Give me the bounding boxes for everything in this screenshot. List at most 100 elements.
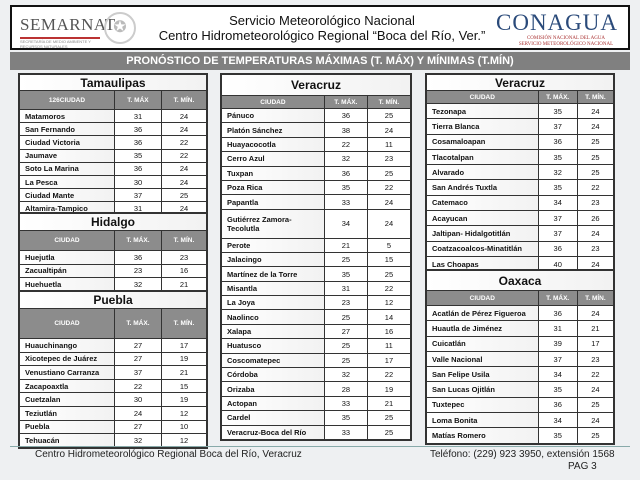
temp-min: 22 bbox=[366, 180, 410, 195]
temp-max: 32 bbox=[323, 368, 367, 382]
temp-min: 22 bbox=[366, 368, 410, 382]
temp-max: 36 bbox=[114, 136, 161, 149]
city-name: Actopan bbox=[222, 396, 324, 411]
temp-min: 25 bbox=[366, 411, 410, 425]
forecast-table-veracruz: Veracruz CIUDAD T. MÁX. T. MÍN. Tezonapa 35 24… bbox=[425, 73, 615, 274]
temp-max: 38 bbox=[323, 123, 367, 137]
table-row: Cosamaloapan 36 25 bbox=[427, 133, 613, 149]
temp-min: 25 bbox=[366, 425, 410, 439]
table-row: Acayucan 37 26 bbox=[427, 210, 613, 226]
column-header: T. MÍN. bbox=[576, 291, 613, 305]
temp-min: 24 bbox=[576, 306, 613, 321]
table-row: Naolinco 25 14 bbox=[222, 309, 410, 324]
table-row: Zacualtipán 23 16 bbox=[20, 263, 206, 277]
column-header: T. MÍN. bbox=[160, 309, 206, 338]
temp-min: 16 bbox=[160, 264, 206, 277]
table-row: San Lucas Ojitlán 35 24 bbox=[427, 381, 613, 397]
city-name: Martínez de la Torre bbox=[222, 267, 324, 281]
table-row: Coscomatepec 25 17 bbox=[222, 352, 410, 368]
temp-min: 24 bbox=[160, 175, 206, 189]
temp-max: 25 bbox=[323, 310, 367, 324]
temp-max: 32 bbox=[537, 165, 577, 180]
city-name: Tierra Blanca bbox=[427, 119, 538, 134]
city-name: La Pesca bbox=[20, 175, 115, 189]
table-row: Gutiérrez Zamora-Tecolutla 34 24 bbox=[222, 208, 410, 238]
city-name: Huautla de Jiménez bbox=[427, 321, 538, 336]
temp-min: 25 bbox=[366, 267, 410, 281]
city-name: La Joya bbox=[222, 296, 324, 310]
table-title: Tamaulipas bbox=[20, 75, 206, 90]
table-row: Xicotepec de Juárez 27 19 bbox=[20, 351, 206, 366]
temp-min: 25 bbox=[576, 428, 613, 443]
table-row: Actopan 33 21 bbox=[222, 395, 410, 411]
column-header: CIUDAD bbox=[20, 309, 114, 338]
temp-min: 23 bbox=[576, 241, 613, 256]
table-row: Zacapoaxtla 22 15 bbox=[20, 378, 206, 393]
temp-max: 37 bbox=[537, 211, 577, 226]
city-name: Orizaba bbox=[222, 382, 324, 396]
forecast-table-tamaulipas: Tamaulipas 126CIUDAD T. MÁX T. MÍN. Matamoro… bbox=[18, 73, 208, 217]
temp-min: 23 bbox=[576, 195, 613, 211]
temp-min: 22 bbox=[160, 149, 206, 162]
conagua-logo: CONAGUA bbox=[496, 10, 618, 35]
temp-min: 24 bbox=[160, 202, 206, 215]
table-row: Altamira-Tampico 31 24 bbox=[20, 201, 206, 215]
city-name: Cuicatlán bbox=[427, 336, 538, 351]
city-name: San Fernando bbox=[20, 123, 115, 136]
temp-max: 35 bbox=[537, 104, 577, 119]
forecast-table-veracruz: Veracruz CIUDAD T. MÁX. T. MÍN. Pánuco 36 25 Pl… bbox=[220, 73, 412, 441]
city-name: Zacualtipán bbox=[20, 264, 115, 277]
temp-max: 37 bbox=[537, 351, 577, 367]
page-header: SEMARNAT SECRETARÍA DE MEDIO AMBIENTE Y … bbox=[10, 5, 630, 50]
city-name: Ciudad Mante bbox=[20, 189, 115, 202]
temp-min: 11 bbox=[366, 339, 410, 353]
temp-max: 27 bbox=[114, 352, 161, 366]
city-name: Valle Nacional bbox=[427, 351, 538, 367]
city-name: Catemaco bbox=[427, 195, 538, 211]
temp-min: 17 bbox=[366, 353, 410, 368]
table-row: San Fernando 36 24 bbox=[20, 122, 206, 136]
temp-max: 35 bbox=[537, 149, 577, 165]
temp-max: 36 bbox=[114, 162, 161, 175]
table-row: Matías Romero 35 25 bbox=[427, 427, 613, 443]
table-row: Poza Rica 35 22 bbox=[222, 179, 410, 195]
temp-max: 37 bbox=[537, 226, 577, 241]
temp-min: 19 bbox=[160, 352, 206, 366]
forecast-table-puebla: Puebla CIUDAD T. MÁX. T. MÍN. Huauchinango 27… bbox=[18, 290, 208, 449]
city-name: Ciudad Victoria bbox=[20, 136, 115, 149]
table-row: Ciudad Mante 37 25 bbox=[20, 188, 206, 202]
table-row: Puebla 27 10 bbox=[20, 419, 206, 434]
table-title: Oaxaca bbox=[427, 271, 613, 290]
temp-min: 24 bbox=[366, 123, 410, 137]
column-header: CIUDAD bbox=[427, 291, 538, 305]
table-title: Hidalgo bbox=[20, 214, 206, 230]
temp-min: 26 bbox=[576, 211, 613, 226]
conagua-sub1: COMISIÓN NACIONAL DEL AGUA bbox=[526, 36, 606, 41]
temp-min: 5 bbox=[366, 238, 410, 252]
temp-max: 32 bbox=[114, 278, 161, 291]
city-name: Huayacocotla bbox=[222, 137, 324, 152]
forecast-table-oaxaca: Oaxaca CIUDAD T. MÁX. T. MÍN. Acatlán de Pér… bbox=[425, 269, 615, 445]
table-row: Tuxpan 36 25 bbox=[222, 165, 410, 180]
city-name: Pánuco bbox=[222, 109, 324, 123]
column-header: T. MÍN. bbox=[576, 91, 613, 103]
temp-max: 31 bbox=[114, 202, 161, 215]
city-name: Misantla bbox=[222, 281, 324, 296]
temp-max: 37 bbox=[114, 366, 161, 379]
temp-max: 36 bbox=[537, 241, 577, 256]
temp-max: 30 bbox=[114, 393, 161, 406]
column-header: T. MÍN. bbox=[160, 91, 206, 109]
table-row: Matamoros 31 24 bbox=[20, 109, 206, 123]
table-row: Tehuacán 32 12 bbox=[20, 433, 206, 447]
temp-max: 34 bbox=[537, 367, 577, 382]
temp-min: 14 bbox=[366, 310, 410, 324]
temp-min: 11 bbox=[366, 137, 410, 152]
temp-max: 34 bbox=[323, 209, 367, 238]
footer-address: Centro Hidrometeorológico Regional Boca … bbox=[35, 449, 302, 460]
temp-min: 19 bbox=[366, 382, 410, 396]
table-row: Jaumave 35 22 bbox=[20, 148, 206, 162]
temp-max: 39 bbox=[537, 336, 577, 351]
city-name: Tuxpan bbox=[222, 166, 324, 180]
table-row: Orizaba 28 19 bbox=[222, 381, 410, 396]
temp-min: 25 bbox=[366, 166, 410, 180]
